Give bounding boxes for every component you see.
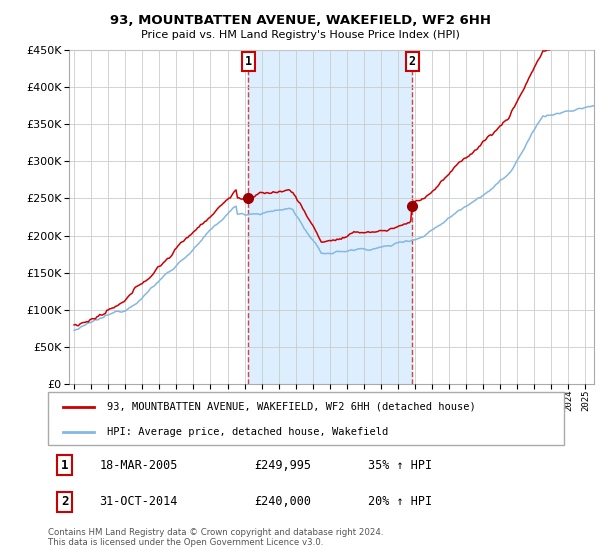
Text: Price paid vs. HM Land Registry's House Price Index (HPI): Price paid vs. HM Land Registry's House … bbox=[140, 30, 460, 40]
Text: HPI: Average price, detached house, Wakefield: HPI: Average price, detached house, Wake… bbox=[107, 427, 389, 437]
Text: Contains HM Land Registry data © Crown copyright and database right 2024.
This d: Contains HM Land Registry data © Crown c… bbox=[48, 528, 383, 547]
Text: 1: 1 bbox=[61, 459, 68, 472]
Text: 93, MOUNTBATTEN AVENUE, WAKEFIELD, WF2 6HH: 93, MOUNTBATTEN AVENUE, WAKEFIELD, WF2 6… bbox=[110, 14, 491, 27]
Text: 20% ↑ HPI: 20% ↑ HPI bbox=[368, 495, 432, 508]
Text: £249,995: £249,995 bbox=[254, 459, 311, 472]
Text: 93, MOUNTBATTEN AVENUE, WAKEFIELD, WF2 6HH (detached house): 93, MOUNTBATTEN AVENUE, WAKEFIELD, WF2 6… bbox=[107, 402, 476, 412]
Text: 35% ↑ HPI: 35% ↑ HPI bbox=[368, 459, 432, 472]
Text: 18-MAR-2005: 18-MAR-2005 bbox=[100, 459, 178, 472]
Text: 1: 1 bbox=[245, 55, 252, 68]
Text: 31-OCT-2014: 31-OCT-2014 bbox=[100, 495, 178, 508]
Bar bbox=[248, 50, 412, 384]
Text: £240,000: £240,000 bbox=[254, 495, 311, 508]
Text: 2: 2 bbox=[61, 495, 68, 508]
Text: 2: 2 bbox=[409, 55, 416, 68]
